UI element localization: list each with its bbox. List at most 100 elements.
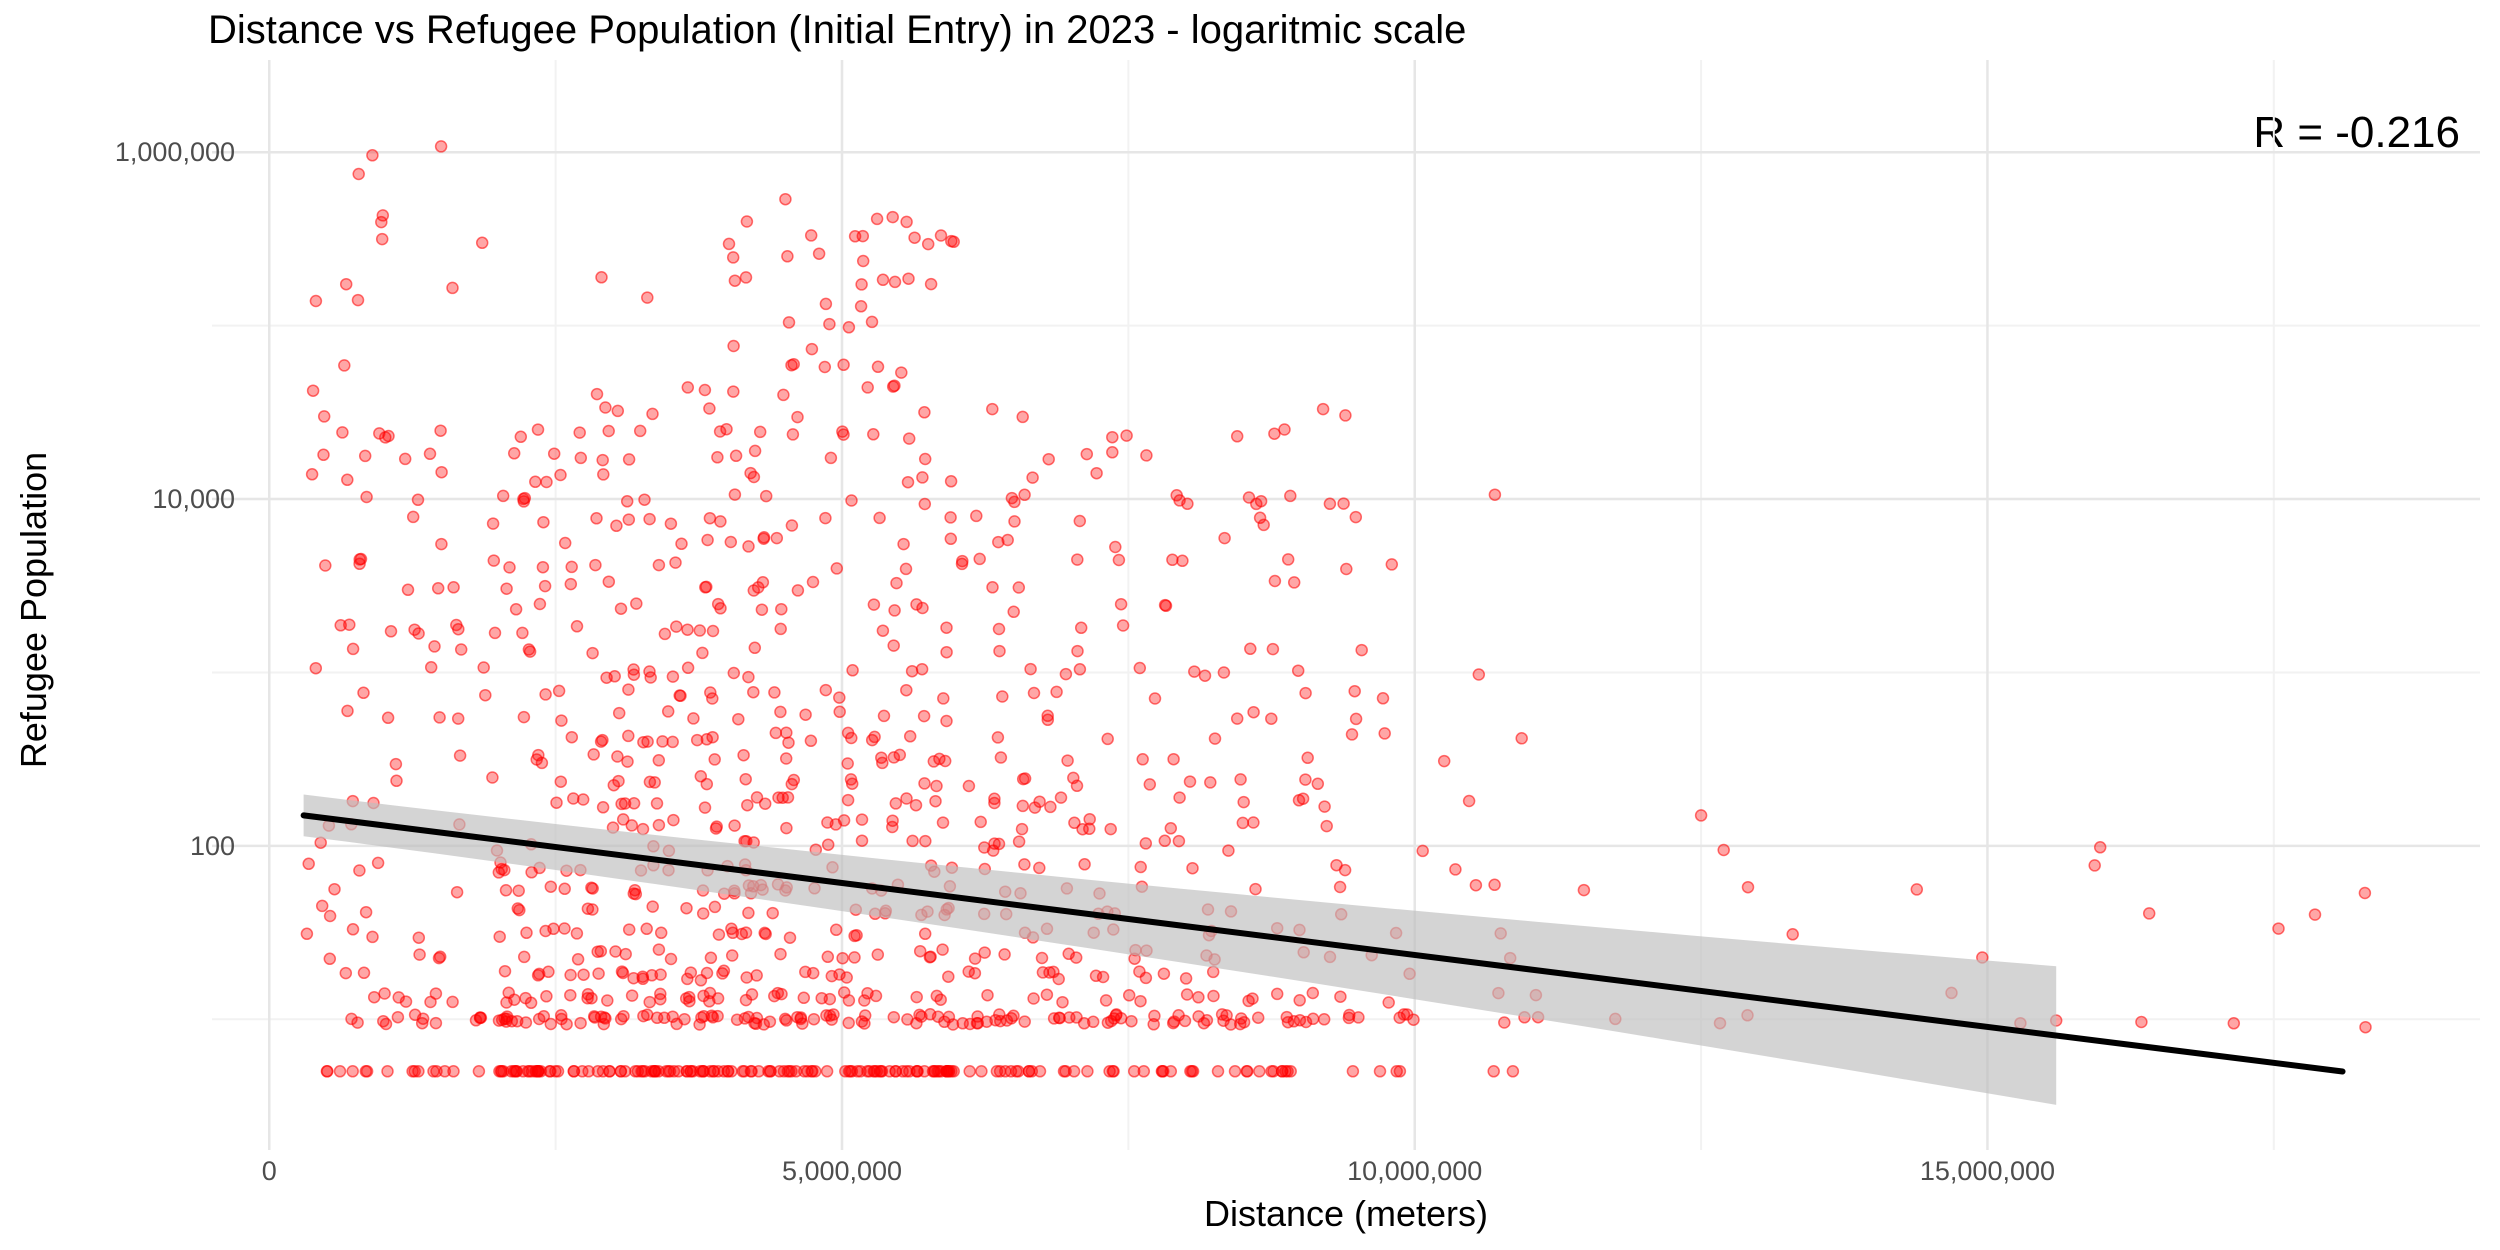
data-point	[1349, 510, 1363, 524]
data-point	[895, 366, 908, 379]
data-point	[323, 909, 337, 923]
data-point	[781, 250, 794, 263]
data-point	[558, 536, 572, 550]
data-point	[379, 1017, 393, 1031]
data-point	[825, 969, 839, 983]
data-point	[333, 1065, 347, 1078]
data-point	[1249, 882, 1262, 896]
data-point	[840, 971, 853, 984]
data-point	[901, 1013, 914, 1026]
data-point	[903, 730, 917, 743]
data-point	[821, 838, 835, 851]
data-point	[726, 251, 740, 264]
data-point	[620, 495, 634, 508]
data-point	[622, 923, 636, 936]
data-point	[512, 884, 525, 897]
data-point	[531, 969, 545, 982]
data-point	[367, 990, 381, 1004]
data-point	[1137, 1065, 1151, 1078]
data-point	[586, 903, 599, 916]
data-point	[341, 704, 354, 718]
data-point	[684, 966, 698, 979]
data-point	[729, 449, 743, 463]
data-point	[871, 948, 885, 961]
data-point	[452, 622, 465, 636]
data-point	[343, 618, 356, 631]
data-point	[622, 683, 635, 696]
data-point	[1116, 619, 1130, 632]
data-point	[431, 582, 445, 595]
data-point	[309, 661, 323, 675]
data-point	[306, 384, 320, 397]
data-point	[643, 665, 656, 678]
data-point	[1198, 669, 1212, 682]
data-point	[1101, 1016, 1115, 1029]
data-point	[913, 944, 927, 958]
data-point	[486, 517, 500, 530]
data-point	[2135, 1015, 2148, 1029]
data-point	[730, 1013, 744, 1026]
regression-line	[300, 812, 2346, 1075]
data-point	[603, 1065, 616, 1078]
data-point	[1397, 1008, 1411, 1021]
data-point	[338, 359, 351, 372]
data-point	[1127, 1065, 1141, 1078]
data-point	[1155, 1065, 1169, 1078]
data-point	[1041, 709, 1054, 723]
data-point	[706, 1011, 720, 1024]
data-point	[531, 423, 545, 436]
data-point	[782, 736, 795, 749]
data-point	[780, 1014, 793, 1027]
data-point	[2272, 922, 2285, 935]
data-point	[1257, 518, 1270, 532]
data-point	[435, 537, 448, 551]
data-point	[758, 926, 771, 940]
data-point	[1033, 861, 1046, 875]
data-point	[521, 1065, 535, 1078]
data-point	[908, 231, 921, 244]
data-point	[550, 796, 563, 809]
data-point	[1106, 446, 1119, 459]
data-point	[438, 1065, 452, 1078]
data-point	[868, 1065, 882, 1078]
data-point	[830, 562, 844, 575]
data-point	[780, 821, 793, 835]
data-point	[695, 1011, 708, 1024]
data-point	[320, 1065, 334, 1078]
data-point	[1033, 795, 1046, 808]
data-point	[1334, 990, 1347, 1003]
data-point	[916, 471, 929, 484]
data-point	[1103, 1065, 1116, 1078]
data-point	[1080, 447, 1094, 461]
data-point	[302, 857, 315, 871]
data-point	[597, 1017, 611, 1031]
data-point	[473, 1011, 487, 1024]
data-point	[812, 247, 826, 260]
data-point	[351, 293, 365, 307]
data-point	[1133, 661, 1147, 675]
data-point	[1024, 662, 1037, 676]
data-point	[787, 773, 801, 787]
data-point	[841, 757, 854, 770]
data-point	[523, 645, 537, 658]
data-point	[502, 986, 515, 1000]
data-point	[1176, 554, 1189, 568]
data-point	[775, 602, 788, 616]
data-point	[798, 1065, 811, 1078]
data-point	[992, 535, 1005, 549]
data-point	[1164, 1065, 1178, 1078]
data-point	[769, 726, 783, 740]
data-point	[779, 752, 793, 765]
data-point	[493, 1065, 506, 1078]
data-point	[739, 271, 753, 284]
data-point	[992, 622, 1006, 636]
data-point	[652, 558, 666, 572]
data-point	[507, 447, 521, 460]
data-point	[1717, 843, 1730, 857]
data-point	[1148, 1009, 1161, 1023]
data-point	[1281, 553, 1295, 566]
data-point	[819, 511, 832, 525]
data-point	[794, 1011, 808, 1024]
data-point	[401, 583, 415, 597]
data-point	[319, 559, 332, 572]
